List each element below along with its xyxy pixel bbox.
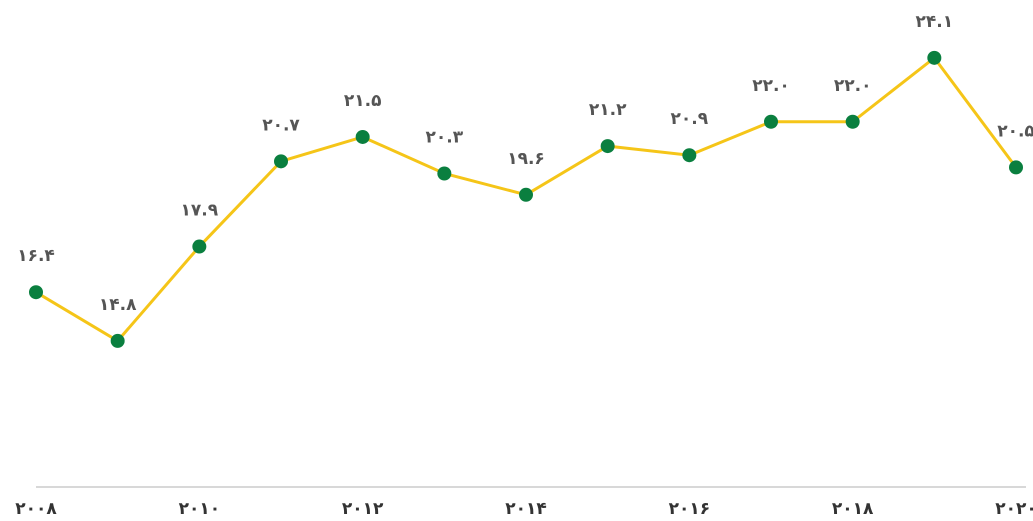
point (764, 114, 778, 129)
data-label: ۲۲.۰ (752, 76, 790, 96)
data-label: ۱۶.۴ (17, 246, 55, 266)
point (927, 50, 942, 65)
x-tick-label: ۲۰۱۰ (179, 499, 221, 519)
data-label: ۲۲.۰ (834, 76, 872, 96)
x-tick-label: ۲۰۱۴ (505, 499, 547, 519)
data-label: ۱۷.۹ (181, 201, 219, 221)
point (29, 285, 43, 300)
point (110, 333, 125, 348)
data-label: ۲۱.۲ (589, 100, 627, 120)
data-label: ۲۰.۷ (262, 115, 300, 135)
x-tick-label: ۲۰۱۲ (342, 499, 384, 519)
point (192, 239, 207, 254)
point (682, 148, 697, 163)
data-label: ۲۴.۱ (916, 12, 954, 32)
data-label: ۱۹.۶ (507, 149, 545, 169)
x-tick-label: ۲۰۱۶ (669, 499, 711, 519)
data-label: ۲۱.۵ (344, 91, 382, 111)
point (437, 166, 452, 181)
x-tick-label: ۲۰۰۸ (15, 499, 57, 519)
data-label: ۲۰.۹ (671, 109, 709, 129)
x-tick-label: ۲۰۲۰ (995, 499, 1033, 519)
point (600, 139, 615, 154)
data-label: ۲۰.۳ (426, 127, 464, 147)
point (845, 114, 860, 129)
data-label: ۲۰.۵ (997, 121, 1033, 141)
point (519, 187, 533, 202)
x-tick-label: ۲۰۱۸ (832, 499, 874, 519)
point (355, 129, 370, 144)
point (274, 154, 288, 169)
point (1009, 160, 1023, 175)
data-label: ۱۴.۸ (99, 295, 137, 315)
